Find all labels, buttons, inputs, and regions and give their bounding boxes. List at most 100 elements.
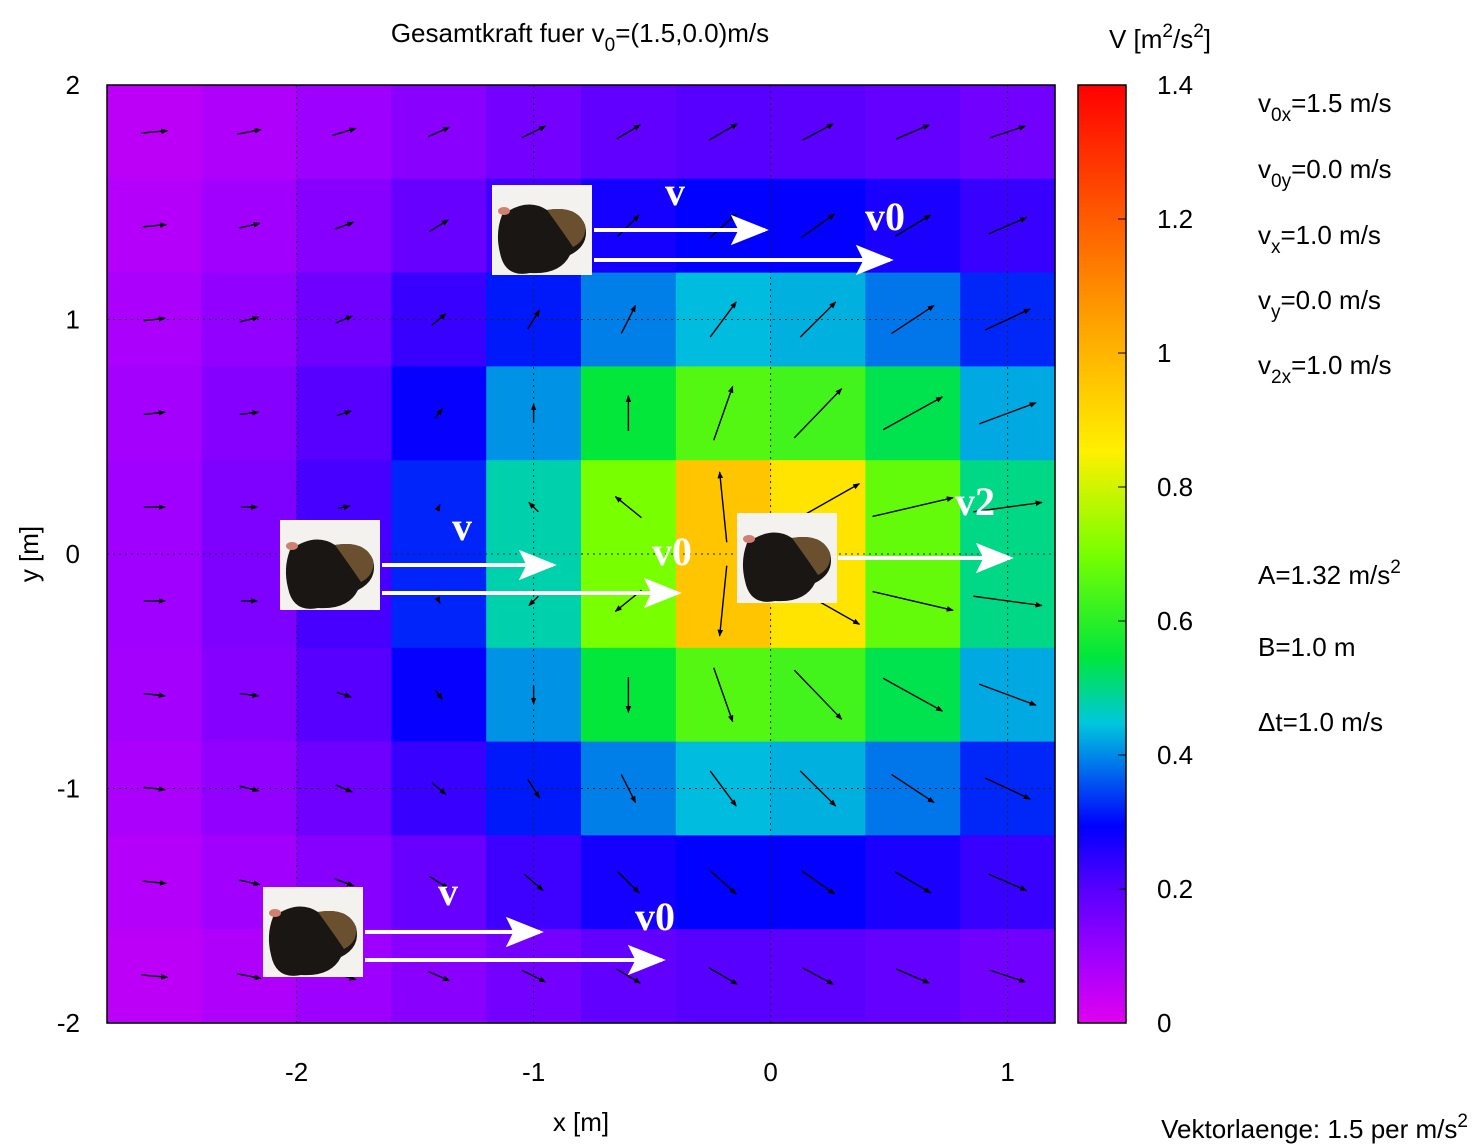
vector-arrow [335,315,353,324]
text-part: =0.0 m/s [1281,285,1381,315]
text-part: y [1271,302,1281,323]
vector-arrow [882,677,944,712]
vector-arrow [891,773,935,804]
text-part: v [1258,88,1271,118]
colorbar [1077,84,1127,1024]
rich-text: Δt=1.0 m/s [1258,707,1383,737]
text-part: 0x [1271,105,1292,126]
vector-arrow [616,968,641,984]
vector-arrow [620,774,637,804]
text-part: =1.0 m/s [1281,220,1381,250]
vector-arrow [142,222,167,228]
x-tick-label: -2 [285,1057,308,1087]
rich-text: Gesamtkraft fuer v0=(1.5,0.0)m/s [391,18,769,56]
text-part: Δt=1.0 m/s [1258,707,1383,737]
vector-arrow [331,127,357,137]
arrow-label: v0 [865,194,905,239]
vector-arrow [521,125,547,139]
x-tick-label: -1 [522,1057,545,1087]
vector-arrow [527,309,541,330]
text-part: =0.0 m/s [1291,154,1391,184]
text-part: 2 [1457,1111,1468,1132]
mole-nose [286,542,298,550]
x-axis-label: x [m] [553,1107,609,1137]
arrow-label: v0 [652,529,692,574]
vector-arrow [617,871,640,894]
vector-arrow [713,667,734,723]
colorbar-tick-label: 0.2 [1157,874,1193,904]
vector-arrow [894,214,932,237]
vector-arrow [141,128,169,135]
vector-arrow [620,304,637,334]
arrow-label: v0 [635,894,675,939]
vector-arrow [528,595,539,607]
vector-arrow [143,316,166,322]
text-part: Gesamtkraft fuer v [391,18,605,48]
vector-arrow [427,970,451,982]
vector-arrow [434,596,441,604]
vector-arrow [989,125,1027,139]
vector-arrow [239,315,260,323]
text-part: x [1271,237,1281,258]
arrow-label: v2 [955,479,995,524]
vector-arrow [617,214,640,237]
x-tick-label: 1 [1000,1057,1014,1087]
vector-arrow [978,683,1037,706]
vector-arrow [528,501,539,513]
vector-arrow [973,595,1043,608]
vector-arrow [801,870,836,895]
plot-frame [106,84,1056,1024]
vector-arrow [984,308,1031,331]
vector-field [141,123,1043,985]
y-tick-label: -1 [57,774,80,804]
vector-arrow [237,128,262,135]
vector-arrow [336,410,352,417]
vector-arrow [973,500,1043,513]
colorbar-tick-label: 0 [1157,1008,1171,1038]
vector-arrow [872,590,954,612]
vector-arrow [239,692,260,698]
vector-arrow [802,967,835,985]
vector-arrow [895,124,931,140]
vector-arrow [237,973,262,980]
text-part: /s [1173,24,1193,54]
y-tick-label: 2 [66,70,80,100]
vector-arrow [984,777,1031,800]
vector-arrow [143,410,166,416]
rich-text: vy=0.0 m/s [1258,285,1381,323]
rich-text: Vektorlaenge: 1.5 per m/s2 [1161,1111,1468,1144]
text-part: v [1258,350,1271,380]
vector-arrow [434,504,441,512]
rich-text: vx=1.0 m/s [1258,220,1381,258]
vector-arrow [527,778,541,799]
vector-arrow [882,396,944,431]
text-part: 0y [1271,171,1292,192]
y-tick-label: 0 [66,539,80,569]
vector-arrow [802,123,835,141]
text-part: Vektorlaenge: 1.5 per m/s [1161,1114,1457,1144]
vector-arrow [988,216,1028,235]
vector-arrow [239,410,260,416]
vector-arrow [143,786,166,792]
vector-arrow [709,870,737,895]
rich-text: V [m2/s2] [1109,21,1211,54]
mole-nose [743,535,755,543]
text-part: B=1.0 m [1258,632,1356,662]
vector-arrow [895,968,931,984]
vector-arrow [238,221,261,229]
text-part: 2 [1162,21,1173,42]
vector-arrow [708,123,739,141]
mole-nose [269,909,281,917]
colorbar-tick-label: 0.8 [1157,472,1193,502]
arrow-label: v [665,169,685,214]
vector-arrow [428,219,449,233]
text-part: =(1.5,0.0)m/s [615,18,769,48]
vector-arrow [616,124,641,140]
vector-arrow [427,126,451,138]
y-tick-label: -2 [57,1008,80,1038]
vector-arrow [428,875,449,889]
vector-arrow [521,969,547,983]
vector-arrow [238,879,261,887]
colorbar-tick-label: 0.6 [1157,606,1193,636]
